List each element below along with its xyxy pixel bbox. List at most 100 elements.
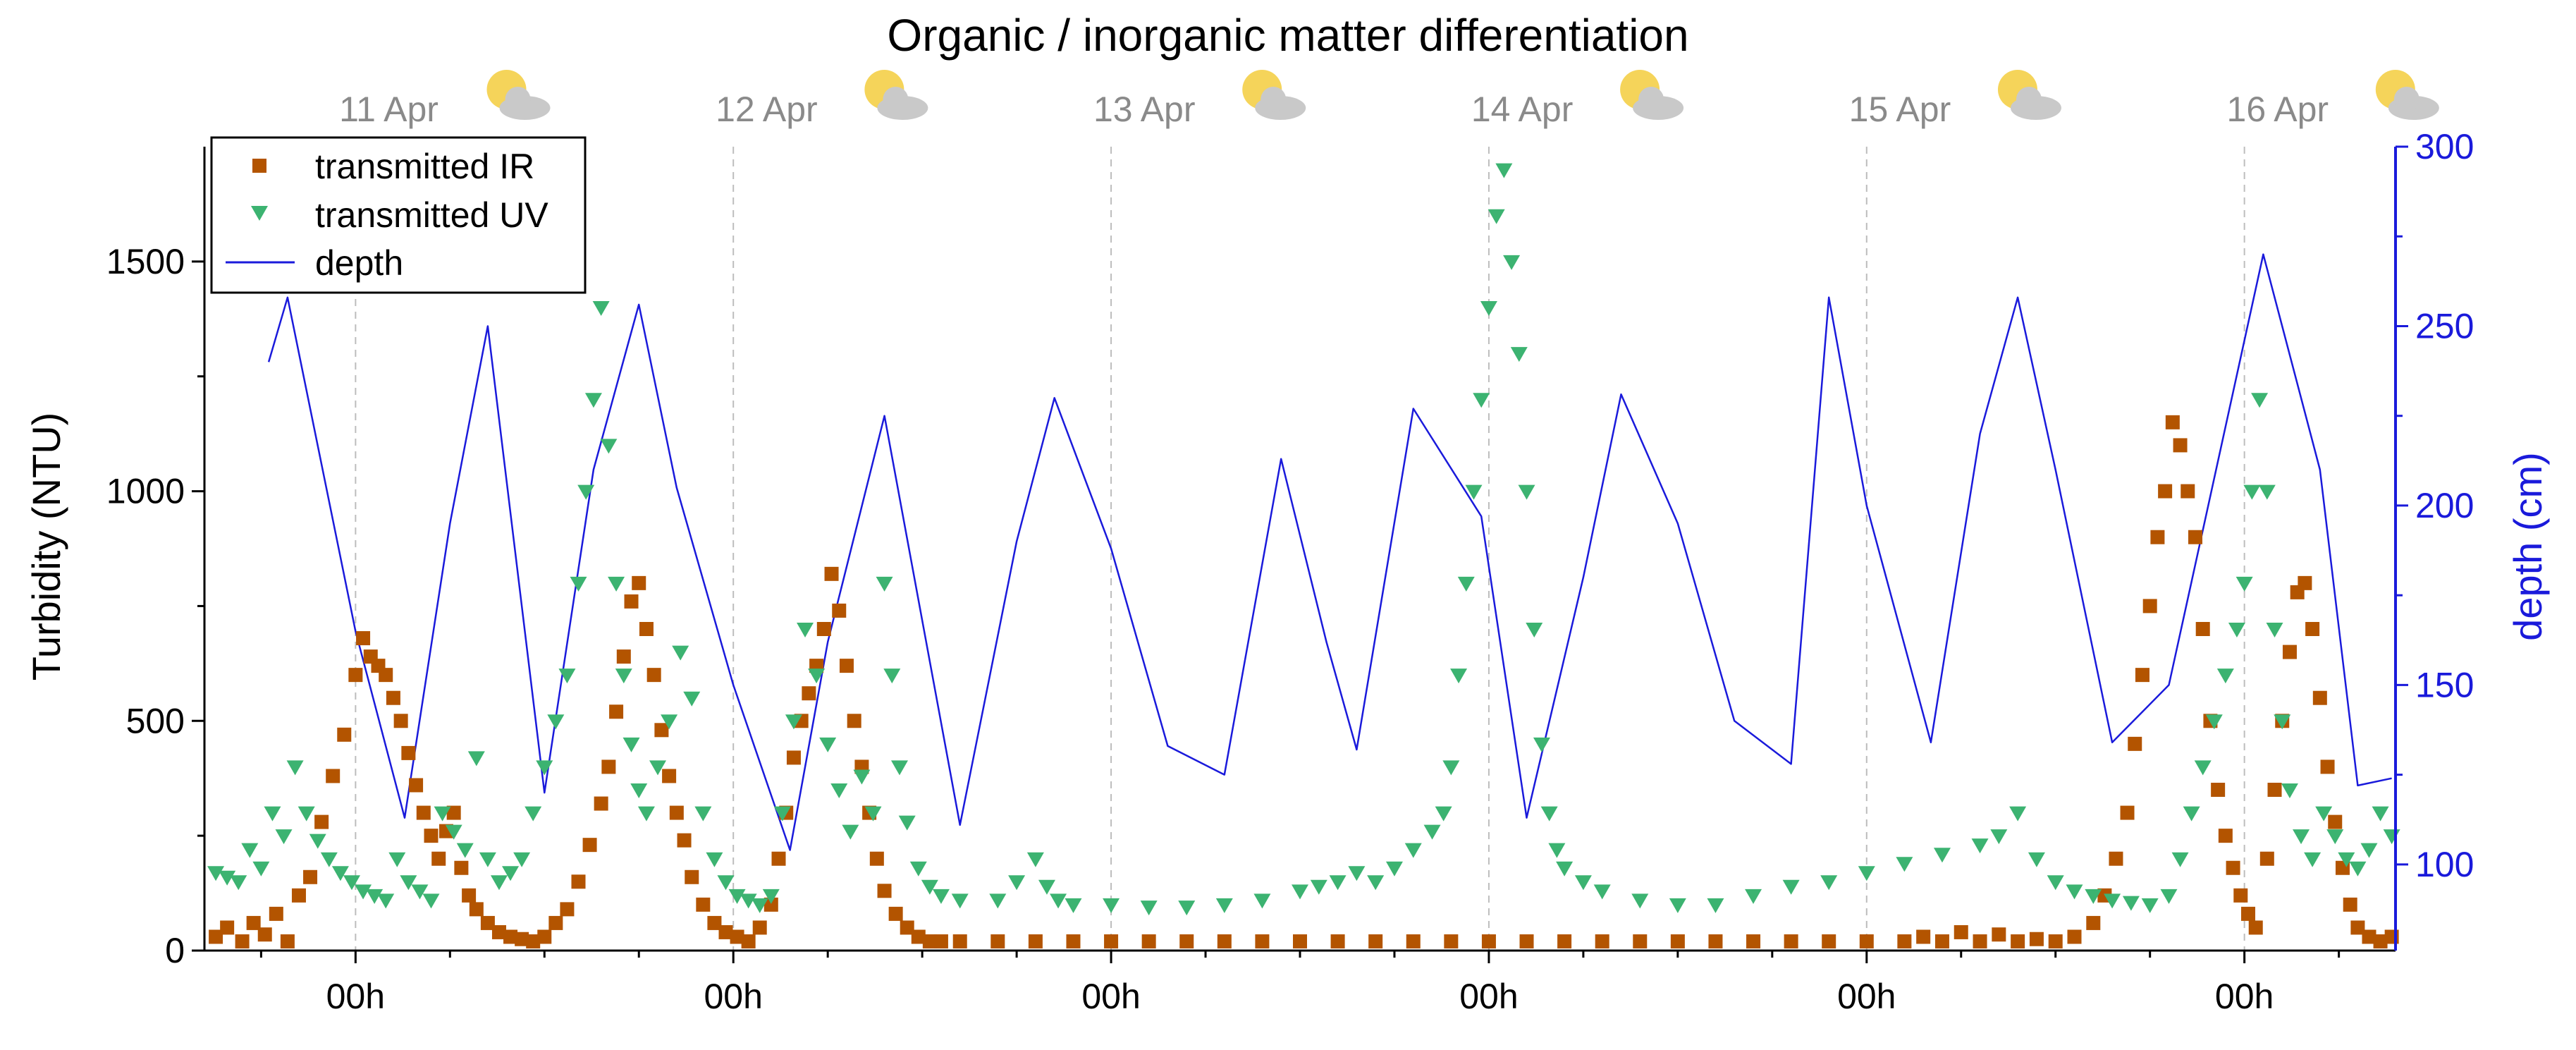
ir-point-78 [933,934,948,948]
uv-point-55 [797,623,814,637]
uv-point-12 [343,875,360,891]
uv-point-116 [1933,848,1951,863]
ir-point-91 [1406,934,1421,948]
ir-point-1 [220,920,235,935]
uv-point-113 [1820,875,1838,891]
ir-point-56 [741,934,756,948]
uv-point-86 [1385,861,1403,877]
ir-point-135 [2259,851,2274,866]
uv-point-139 [2274,714,2291,730]
uv-point-2 [230,875,247,891]
ir-point-141 [2305,622,2320,636]
ir-point-98 [1670,934,1685,948]
uv-point-117 [1971,838,1989,854]
ir-point-31 [503,929,518,944]
uv-point-111 [1745,889,1762,904]
uv-point-56 [808,669,826,684]
uv-point-80 [1253,893,1271,909]
uv-point-28 [525,806,542,822]
ir-point-119 [2135,668,2149,683]
ir-point-122 [2158,484,2173,499]
ir-point-90 [1368,934,1383,948]
ir-point-129 [2211,783,2226,797]
ir-point-8 [303,869,318,884]
uv-point-95 [1480,301,1497,316]
uv-point-123 [2085,889,2102,904]
ir-point-99 [1708,934,1723,948]
ir-point-97 [1633,934,1648,948]
uv-point-135 [2243,484,2261,500]
uv-point-26 [502,866,520,881]
cloud-puff [505,87,531,112]
uv-point-104 [1548,843,1566,858]
ir-point-112 [2048,934,2063,948]
ir-point-138 [2282,645,2297,659]
uv-point-5 [264,806,281,822]
ir-point-111 [2029,932,2044,946]
legend: transmitted IR transmitted UV depth [210,136,587,294]
ir-point-120 [2142,599,2157,613]
ir-point-20 [409,778,424,793]
ir-point-74 [888,906,903,921]
uv-point-13 [355,884,372,900]
uv-point-145 [2338,852,2355,867]
y-tick-label-2: 1000 [106,472,185,511]
ir-point-17 [386,690,400,705]
ir-point-73 [877,884,892,898]
ir-point-102 [1822,934,1836,948]
uv-point-92 [1457,576,1475,592]
ir-point-143 [2320,759,2335,774]
uv-point-130 [2194,760,2212,776]
partly-cloudy-icon-1 [864,70,928,120]
uv-point-25 [490,875,508,891]
day-label-4: 15 Apr [1849,90,1951,129]
ir-point-49 [669,805,684,820]
ir-point-136 [2267,783,2282,797]
day-label-5: 16 Apr [2227,90,2329,129]
uv-point-76 [1103,898,1120,913]
uv-point-148 [2372,806,2389,822]
ir-point-9 [314,814,329,829]
ir-point-32 [515,932,529,946]
ir-point-38 [582,838,597,853]
uv-point-14 [366,889,384,904]
cloud-puff [2016,87,2042,112]
day-label-0: 11 Apr [339,90,438,129]
cloud-puff [883,87,909,112]
legend-label-uv: transmitted UV [315,195,548,235]
ir-point-100 [1746,934,1761,948]
ir-point-29 [480,915,495,930]
uv-point-118 [1990,829,2008,845]
uv-point-138 [2266,623,2283,637]
uv-point-108 [1631,893,1649,909]
ir-point-57 [752,920,767,935]
uv-point-122 [2066,884,2083,900]
uv-point-147 [2360,843,2378,858]
uv-point-103 [1540,806,1558,822]
cloud-puff [2393,87,2419,112]
ir-point-33 [526,934,541,948]
uv-point-21 [445,824,462,840]
x-tick-label-5: 00h [2215,977,2274,1016]
ir-point-76 [911,929,926,944]
ir-point-58 [763,897,778,912]
uv-point-83 [1329,875,1347,891]
uv-point-58 [830,783,848,798]
ir-point-103 [1859,934,1874,948]
uv-point-93 [1465,484,1483,500]
uv-point-87 [1404,843,1422,858]
uv-point-34 [584,393,602,408]
transmitted-uv-series [207,163,2400,916]
ir-point-45 [639,622,654,636]
uv-point-79 [1215,898,1233,913]
uv-point-10 [320,852,338,867]
ir-point-107 [1954,924,1968,939]
uv-point-69 [951,893,969,909]
ir-point-19 [401,745,416,760]
ir-point-11 [337,727,352,742]
ir-point-105 [1916,929,1931,944]
chart-title: Organic / inorganic matter differentiati… [887,10,1688,61]
ir-point-88 [1293,934,1307,948]
uv-point-109 [1669,898,1686,913]
ir-point-68 [839,659,854,673]
